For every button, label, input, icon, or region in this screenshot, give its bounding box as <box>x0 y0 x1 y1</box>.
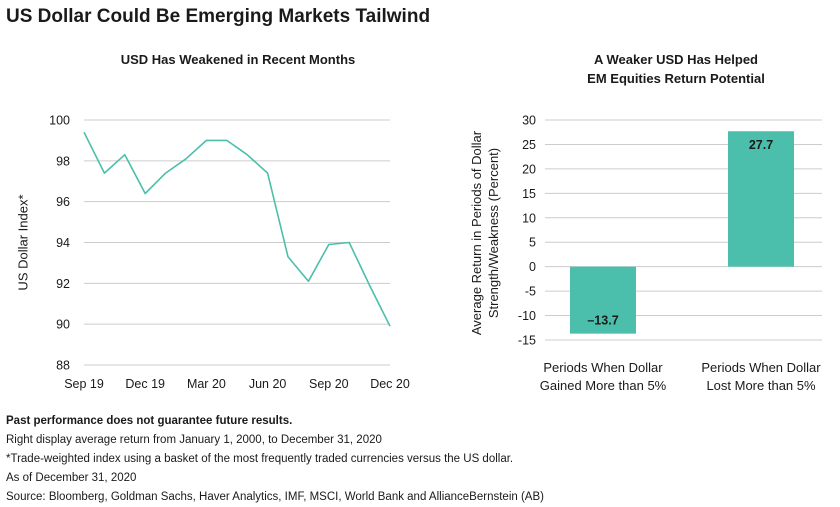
bar-chart-bar <box>728 131 794 267</box>
bar-chart-ytick-label: 20 <box>522 162 536 176</box>
line-chart-xtick-label: Dec 20 <box>370 377 410 391</box>
footer: Past performance does not guarantee futu… <box>6 412 544 507</box>
line-chart-ytick-label: 92 <box>56 277 70 291</box>
line-chart-ytick-label: 88 <box>56 359 70 373</box>
footer-source: Source: Bloomberg, Goldman Sachs, Haver … <box>6 491 544 503</box>
bar-chart-title-line2: EM Equities Return Potential <box>587 71 765 86</box>
line-chart-xtick-label: Sep 19 <box>64 377 104 391</box>
bar-chart-data-label: –13.7 <box>587 314 618 328</box>
line-chart-ytick-label: 90 <box>56 318 70 332</box>
footer-disclaimer: Past performance does not guarantee futu… <box>6 415 293 427</box>
bar-chart-ytick-label: 5 <box>529 236 536 250</box>
line-chart-xtick-label: Mar 20 <box>187 377 226 391</box>
footer-note-index: *Trade-weighted index using a basket of … <box>6 453 514 465</box>
bar-category-gained-line1: Periods When Dollar <box>543 360 663 375</box>
bar-category-label-lost: Periods When Dollar Lost More than 5% <box>676 359 840 395</box>
bar-chart-ytick-label: -15 <box>518 334 536 348</box>
line-chart-ytick-label: 100 <box>49 114 70 128</box>
bar-category-lost-line1: Periods When Dollar <box>701 360 821 375</box>
bar-chart-ytick-label: -10 <box>518 309 536 323</box>
bar-chart-ytick-label: -5 <box>525 285 536 299</box>
footer-note-asof: As of December 31, 2020 <box>6 472 137 484</box>
line-chart-xtick-label: Sep 20 <box>309 377 349 391</box>
bar-chart-bar <box>570 266 636 334</box>
bar-category-lost-line2: Lost More than 5% <box>706 378 816 393</box>
bar-category-gained-line2: Gained More than 5% <box>539 378 667 393</box>
bar-category-label-gained: Periods When Dollar Gained More than 5% <box>518 359 688 395</box>
line-chart-ytick-label: 94 <box>56 236 70 250</box>
bar-chart-ytick-label: 15 <box>522 187 536 201</box>
bar-chart-ytick-label: 0 <box>529 260 536 274</box>
bar-chart-ytick-label: 10 <box>522 211 536 225</box>
line-chart-xtick-label: Dec 19 <box>125 377 165 391</box>
line-chart-ytick-label: 96 <box>56 195 70 209</box>
bar-chart-title-line1: A Weaker USD Has Helped <box>593 52 758 67</box>
line-chart-title: USD Has Weakened in Recent Months <box>120 52 356 67</box>
bar-chart-data-label: 27.7 <box>749 138 773 152</box>
bar-chart-ytick-label: 25 <box>522 138 536 152</box>
page-title: US Dollar Could Be Emerging Markets Tail… <box>6 6 431 27</box>
footer-note-range: Right display average return from Januar… <box>6 434 382 446</box>
bar-chart-title: A Weaker USD Has Helped EM Equities Retu… <box>530 50 822 88</box>
line-chart-ytick-label: 98 <box>56 154 70 168</box>
line-chart-series-usd-index <box>83 131 391 327</box>
bar-chart-ytick-label: 30 <box>522 114 536 128</box>
line-chart-xtick-label: Jun 20 <box>249 377 287 391</box>
